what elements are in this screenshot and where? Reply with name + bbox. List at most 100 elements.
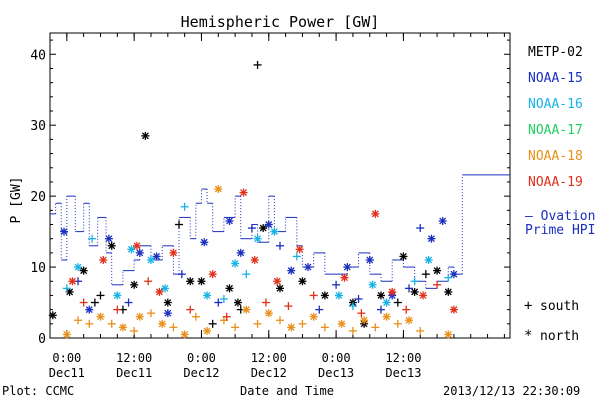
ovation-prime-hpi-line — [50, 174, 510, 289]
noaa-15-north-point — [152, 252, 161, 261]
noaa-19-south-point — [433, 280, 442, 289]
noaa-15-south-point — [124, 298, 133, 307]
noaa-15-south-point — [214, 298, 223, 307]
noaa-18-south-point — [107, 319, 116, 328]
noaa-19-north-point — [208, 270, 217, 279]
noaa-18-north-point — [214, 185, 223, 194]
noaa-15-south-point — [416, 224, 425, 233]
noaa-16-south-point — [444, 273, 453, 282]
metp-02-north-point — [186, 277, 195, 286]
legend-noaa-17: NOAA-17 — [528, 123, 583, 138]
noaa-18-south-point — [320, 323, 329, 332]
metp-02-north-point — [197, 277, 206, 286]
x-tick-label-date: Dec12 — [183, 366, 219, 380]
noaa-19-north-point — [295, 245, 304, 254]
metp-02-north-point — [444, 287, 453, 296]
metp-02-south-point — [421, 270, 430, 279]
x-tick-label-date: Dec13 — [318, 366, 354, 380]
noaa-16-south-point — [180, 202, 189, 211]
noaa-19-north-point — [68, 277, 77, 286]
metp-02-north-point — [233, 298, 242, 307]
noaa-15-south-point — [376, 305, 385, 314]
legend-noaa-15: NOAA-15 — [528, 71, 583, 86]
metp-02-north-point — [433, 266, 442, 275]
noaa-18-north-point — [135, 312, 144, 321]
noaa-16-south-point — [219, 294, 228, 303]
noaa-18-south-point — [371, 323, 380, 332]
noaa-19-south-point — [144, 277, 153, 286]
noaa-18-south-point — [74, 316, 83, 325]
y-axis: 0 10 20 30 40 — [30, 39, 510, 347]
noaa-19-south-point — [309, 291, 318, 300]
noaa-15-north-point — [135, 248, 144, 257]
noaa-15-north-point — [365, 255, 374, 264]
metp-02-north-point — [399, 252, 408, 261]
legend-symbol-label-north: north — [540, 329, 579, 344]
noaa-18-south-point — [276, 316, 284, 325]
noaa-18-south-point — [85, 319, 94, 328]
noaa-19-north-point — [239, 188, 248, 197]
noaa-15-north-point — [85, 305, 94, 314]
metp-02-north-point — [298, 277, 307, 286]
noaa-19-north-point — [419, 291, 428, 300]
noaa-16-north-point — [113, 291, 122, 300]
noaa-15-north-point — [163, 309, 172, 318]
legend-metp-02: METP-02 — [528, 45, 583, 60]
legend-symbol-south: + — [524, 298, 532, 314]
metp-02-south-point — [208, 319, 217, 328]
noaa-16-north-point — [253, 234, 262, 243]
noaa-16-south-point — [88, 234, 97, 243]
y-tick-label: 30 — [30, 119, 46, 134]
noaa-16-north-point — [161, 284, 169, 293]
noaa-16-north-point — [424, 255, 433, 264]
noaa-18-south-point — [130, 326, 139, 335]
noaa-18-north-point — [180, 330, 189, 339]
noaa-19-south-point — [261, 298, 270, 307]
noaa-16-north-point — [203, 291, 212, 300]
noaa-19-north-point — [273, 277, 282, 286]
noaa-15-south-point — [405, 284, 414, 293]
metp-02-south-point — [90, 298, 99, 307]
noaa-16-north-point — [146, 255, 155, 264]
metp-02-north-point — [48, 311, 57, 320]
noaa-15-south-point — [276, 241, 284, 250]
noaa-16-north-point — [334, 291, 343, 300]
noaa-18-south-point — [348, 326, 357, 335]
noaa-16-north-point — [382, 298, 391, 307]
noaa-18-south-point — [393, 319, 402, 328]
metp-02-north-point — [376, 291, 385, 300]
noaa-15-south-point — [315, 305, 324, 314]
noaa-16-south-point — [242, 270, 251, 279]
noaa-15-south-point — [354, 294, 363, 303]
noaa-19-north-point — [250, 255, 259, 264]
x-tick-label-time: 12:00 — [251, 351, 287, 365]
noaa-19-north-point — [340, 273, 349, 282]
y-tick-label: 0 — [38, 332, 46, 347]
noaa-18-north-point — [264, 309, 273, 318]
noaa-18-north-point — [96, 312, 105, 321]
x-tick-label-date: Dec11 — [49, 366, 85, 380]
noaa-18-north-point — [382, 312, 391, 321]
metp-02-north-point — [276, 284, 284, 293]
x-tick-label-time: 0:00 — [322, 351, 351, 365]
noaa-18-north-point — [405, 316, 414, 325]
noaa-16-north-point — [270, 227, 279, 236]
noaa-18-north-point — [444, 330, 453, 339]
noaa-18-north-point — [242, 305, 251, 314]
metp-02-south-point — [393, 298, 402, 307]
legend-noaa-16: NOAA-16 — [528, 97, 583, 112]
noaa-18-north-point — [337, 319, 346, 328]
noaa-18-north-point — [309, 312, 318, 321]
noaa-18-north-point — [118, 323, 127, 332]
metp-02-south-point — [175, 220, 184, 229]
metp-02-north-point — [410, 287, 419, 296]
x-tick-label-date: Dec11 — [116, 366, 152, 380]
noaa-18-north-point — [203, 326, 212, 335]
noaa-19-south-point — [113, 305, 122, 314]
metp-02-north-point — [79, 266, 88, 275]
noaa-16-north-point — [74, 263, 83, 272]
noaa-15-north-point — [264, 220, 273, 229]
noaa-19-north-point — [169, 248, 178, 257]
noaa-16-south-point — [292, 252, 301, 261]
noaa-16-south-point — [348, 302, 357, 311]
